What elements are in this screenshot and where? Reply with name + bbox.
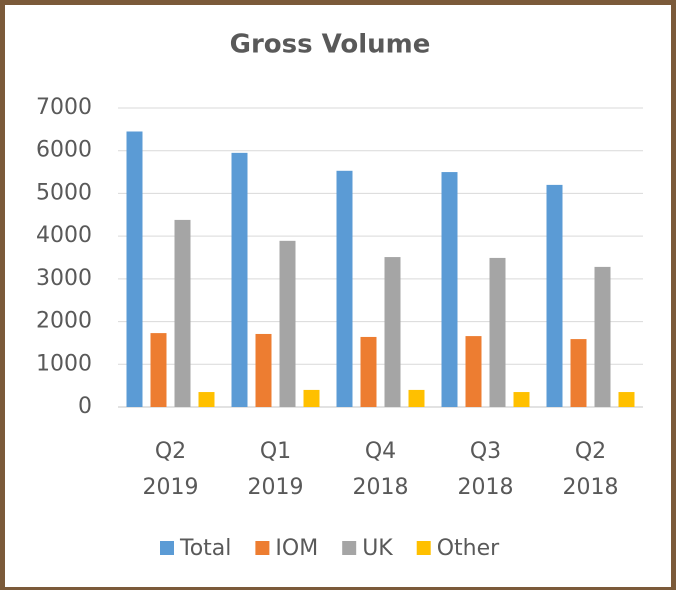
bar (618, 392, 635, 407)
x-tick-label: Q2 2019 (143, 439, 199, 500)
bar (408, 389, 425, 407)
bar (150, 333, 167, 407)
x-tick-label: Q1 2019 (248, 439, 304, 500)
bar (594, 266, 611, 407)
legend-label: Total (179, 536, 231, 561)
y-tick-label: 6000 (36, 138, 92, 163)
bar (279, 240, 296, 407)
y-tick-label: 1000 (36, 351, 92, 376)
bar (384, 257, 401, 407)
y-tick-label: 0 (78, 394, 92, 419)
bar (465, 336, 482, 407)
bar (303, 389, 320, 407)
bar (126, 131, 143, 407)
y-tick-label: 3000 (36, 266, 92, 291)
y-tick-label: 2000 (36, 309, 92, 334)
legend-swatch (160, 541, 174, 555)
bar (255, 333, 272, 407)
bar (174, 219, 191, 407)
y-tick-label: 5000 (36, 180, 92, 205)
x-tick-label: Q4 2018 (353, 439, 409, 500)
legend-label: UK (362, 536, 393, 561)
legend-swatch (342, 541, 357, 555)
bar (360, 336, 377, 407)
legend-label: Other (437, 536, 500, 561)
bar (513, 392, 530, 407)
bar (231, 152, 248, 407)
bar (336, 170, 353, 407)
bar (546, 184, 563, 407)
chart-title: Gross Volume (230, 30, 431, 60)
y-tick-label: 4000 (36, 223, 92, 248)
x-tick-label: Q3 2018 (458, 439, 514, 500)
bar (489, 257, 506, 407)
bar (570, 339, 587, 407)
legend-label: IOM (275, 536, 318, 561)
y-tick-label: 7000 (36, 95, 92, 120)
bar (198, 392, 215, 407)
legend-swatch (255, 541, 270, 555)
bar (441, 172, 458, 407)
legend-swatch (416, 541, 431, 555)
x-tick-label: Q2 2018 (563, 439, 619, 500)
